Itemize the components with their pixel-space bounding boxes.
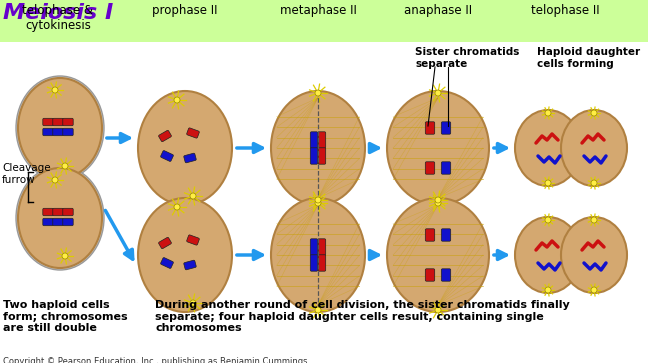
FancyBboxPatch shape [43, 208, 53, 216]
Ellipse shape [52, 87, 58, 93]
FancyBboxPatch shape [425, 229, 435, 241]
FancyBboxPatch shape [159, 237, 172, 249]
FancyBboxPatch shape [425, 269, 435, 281]
Ellipse shape [16, 76, 104, 180]
FancyBboxPatch shape [310, 255, 318, 271]
Ellipse shape [515, 110, 581, 186]
FancyBboxPatch shape [43, 128, 53, 136]
Ellipse shape [545, 287, 551, 293]
FancyBboxPatch shape [43, 118, 53, 126]
Text: Meiosis I: Meiosis I [3, 3, 113, 23]
Text: During another round of cell division, the sister chromatids finally
separate; f: During another round of cell division, t… [155, 300, 570, 333]
Ellipse shape [190, 193, 196, 199]
Ellipse shape [435, 307, 441, 313]
Ellipse shape [435, 197, 441, 203]
FancyBboxPatch shape [441, 269, 451, 281]
Ellipse shape [515, 217, 581, 293]
FancyBboxPatch shape [425, 122, 435, 134]
FancyBboxPatch shape [310, 132, 318, 148]
Ellipse shape [138, 91, 232, 205]
FancyBboxPatch shape [52, 218, 64, 226]
FancyBboxPatch shape [184, 260, 196, 270]
Text: anaphase II: anaphase II [404, 4, 472, 17]
Ellipse shape [16, 166, 104, 270]
Ellipse shape [435, 200, 441, 206]
Text: telophase &
cytokinesis: telophase & cytokinesis [23, 4, 93, 32]
Ellipse shape [190, 300, 196, 306]
FancyBboxPatch shape [184, 153, 196, 163]
Ellipse shape [387, 198, 489, 312]
Ellipse shape [387, 91, 489, 205]
Ellipse shape [52, 177, 58, 183]
FancyBboxPatch shape [441, 122, 451, 134]
FancyBboxPatch shape [63, 218, 73, 226]
Ellipse shape [545, 110, 551, 116]
Ellipse shape [545, 217, 551, 223]
Bar [0, 0, 648, 42]
Text: metaphase II: metaphase II [279, 4, 356, 17]
Ellipse shape [545, 180, 551, 186]
FancyBboxPatch shape [187, 128, 200, 138]
FancyBboxPatch shape [52, 128, 64, 136]
Ellipse shape [591, 110, 597, 116]
Ellipse shape [561, 217, 627, 293]
FancyBboxPatch shape [52, 118, 64, 126]
FancyBboxPatch shape [187, 235, 200, 245]
FancyBboxPatch shape [161, 258, 174, 268]
Ellipse shape [174, 97, 180, 103]
Ellipse shape [435, 90, 441, 96]
FancyBboxPatch shape [318, 148, 326, 164]
FancyBboxPatch shape [425, 162, 435, 174]
FancyBboxPatch shape [63, 118, 73, 126]
FancyBboxPatch shape [161, 151, 174, 162]
Text: Copyright © Pearson Education, Inc., publishing as Benjamin Cummings.: Copyright © Pearson Education, Inc., pub… [3, 357, 310, 363]
Ellipse shape [315, 200, 321, 206]
Ellipse shape [271, 198, 365, 312]
FancyBboxPatch shape [310, 239, 318, 255]
FancyBboxPatch shape [318, 255, 326, 271]
Text: Haploid daughter
cells forming: Haploid daughter cells forming [537, 47, 640, 69]
Ellipse shape [174, 204, 180, 210]
Ellipse shape [561, 110, 627, 186]
Ellipse shape [591, 180, 597, 186]
Text: Two haploid cells
form; chromosomes
are still double: Two haploid cells form; chromosomes are … [3, 300, 128, 333]
Text: telophase II: telophase II [531, 4, 599, 17]
Ellipse shape [271, 91, 365, 205]
Text: Cleavage
furrow: Cleavage furrow [2, 163, 51, 185]
Ellipse shape [591, 217, 597, 223]
FancyBboxPatch shape [441, 229, 451, 241]
Text: Sister chromatids
separate: Sister chromatids separate [415, 47, 520, 69]
FancyBboxPatch shape [441, 162, 451, 174]
FancyBboxPatch shape [318, 132, 326, 148]
FancyBboxPatch shape [52, 208, 64, 216]
Ellipse shape [591, 287, 597, 293]
FancyBboxPatch shape [318, 239, 326, 255]
Ellipse shape [18, 168, 102, 268]
Ellipse shape [62, 253, 68, 259]
Ellipse shape [315, 197, 321, 203]
Ellipse shape [315, 307, 321, 313]
Ellipse shape [138, 198, 232, 312]
Ellipse shape [315, 90, 321, 96]
FancyBboxPatch shape [63, 208, 73, 216]
FancyBboxPatch shape [43, 218, 53, 226]
FancyBboxPatch shape [63, 128, 73, 136]
Ellipse shape [62, 163, 68, 169]
Ellipse shape [18, 78, 102, 178]
FancyBboxPatch shape [310, 148, 318, 164]
Text: prophase II: prophase II [152, 4, 218, 17]
FancyBboxPatch shape [159, 130, 172, 142]
